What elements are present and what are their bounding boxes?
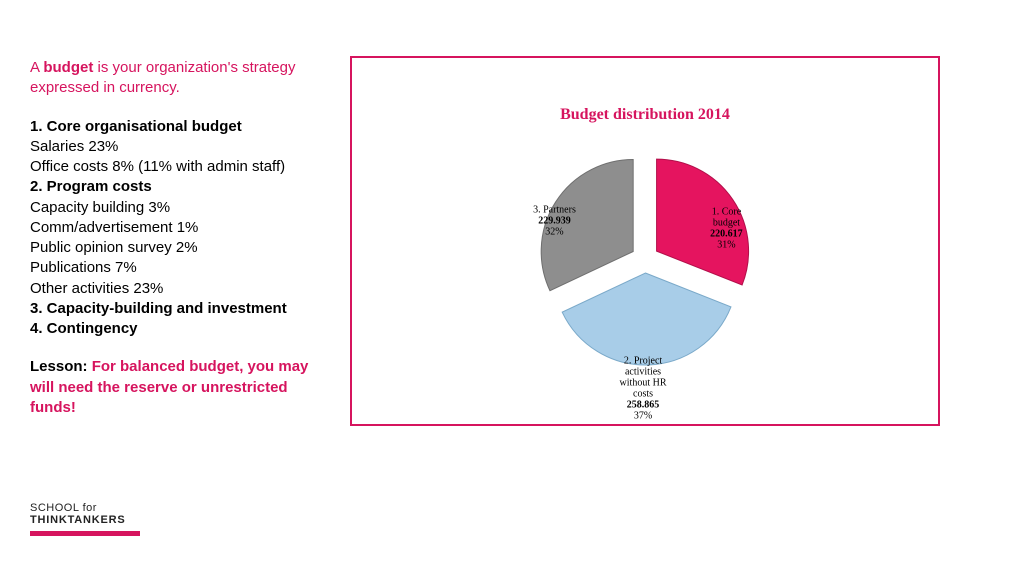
section-2-title: 2. Program costs — [30, 177, 330, 197]
chart-title: Budget distribution 2014 — [352, 106, 938, 124]
section-2-line-2: Comm/advertisement 1% — [30, 218, 330, 238]
chart-panel: Budget distribution 2014 1. Corebudget22… — [350, 56, 940, 426]
pie-chart: 1. Corebudget220.61731%2. Projectactivit… — [515, 129, 775, 389]
section-1-title: 1. Core organisational budget — [30, 117, 330, 137]
section-2-line-3: Public opinion survey 2% — [30, 238, 330, 258]
logo-line-1: SCHOOL for — [30, 502, 140, 515]
intro-bold: budget — [43, 59, 93, 76]
footer-logo: SCHOOL for THINKTANKERS — [30, 502, 140, 536]
section-2-line-1: Capacity building 3% — [30, 198, 330, 218]
intro-sentence: A budget is your organization's strategy… — [30, 58, 330, 99]
section-1-line-2: Office costs 8% (11% with admin staff) — [30, 157, 330, 177]
section-2-line-5: Other activities 23% — [30, 279, 330, 299]
section-3-title: 3. Capacity-building and investment — [30, 299, 330, 319]
pie-slice-label-2: 2. Projectactivitieswithout HRcosts258.8… — [620, 356, 667, 422]
section-2-line-4: Publications 7% — [30, 258, 330, 278]
logo-underline — [30, 531, 140, 536]
pie-slice-2 — [562, 273, 731, 365]
lesson-label: Lesson: — [30, 358, 92, 375]
left-text-column: A budget is your organization's strategy… — [30, 58, 330, 418]
section-4-title: 4. Contingency — [30, 319, 330, 339]
lesson-line: Lesson: For balanced budget, you may wil… — [30, 357, 330, 418]
logo-line-2: THINKTANKERS — [30, 514, 140, 527]
intro-pre: A — [30, 59, 43, 76]
section-1-line-1: Salaries 23% — [30, 137, 330, 157]
